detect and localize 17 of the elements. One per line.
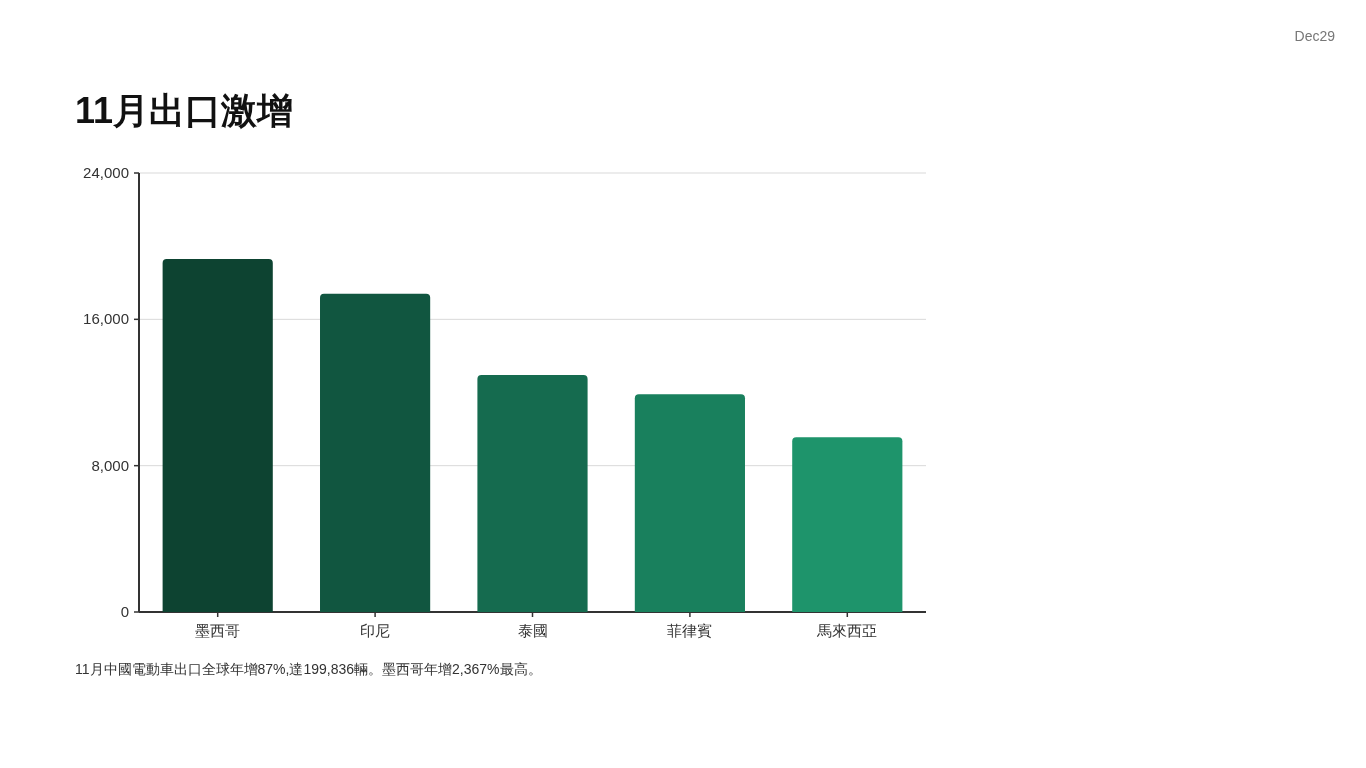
chart-title: 11月出口激增 <box>75 90 294 131</box>
x-tick-label: 泰國 <box>517 622 548 639</box>
bar <box>477 375 588 612</box>
bar <box>634 394 745 612</box>
x-tick-label: 墨西哥 <box>195 622 241 639</box>
text: 11月中國電動車出口全球年增87%,達199,836輛。墨西哥年增2,367%最高。 <box>75 661 542 677</box>
y-tick-label: 8,000 <box>91 456 129 474</box>
bar <box>162 258 273 612</box>
bar <box>792 437 903 612</box>
y-tick-label: 24,000 <box>83 164 129 181</box>
x-tick-label: 馬來西亞 <box>816 622 878 639</box>
bar <box>320 293 431 612</box>
text: Dec29 <box>1294 28 1336 44</box>
y-tick-label: 16,000 <box>83 310 129 328</box>
y-tick-label: 0 <box>120 603 129 620</box>
x-tick-label: 菲律賓 <box>667 622 713 639</box>
x-tick-label: 印尼 <box>360 622 391 639</box>
